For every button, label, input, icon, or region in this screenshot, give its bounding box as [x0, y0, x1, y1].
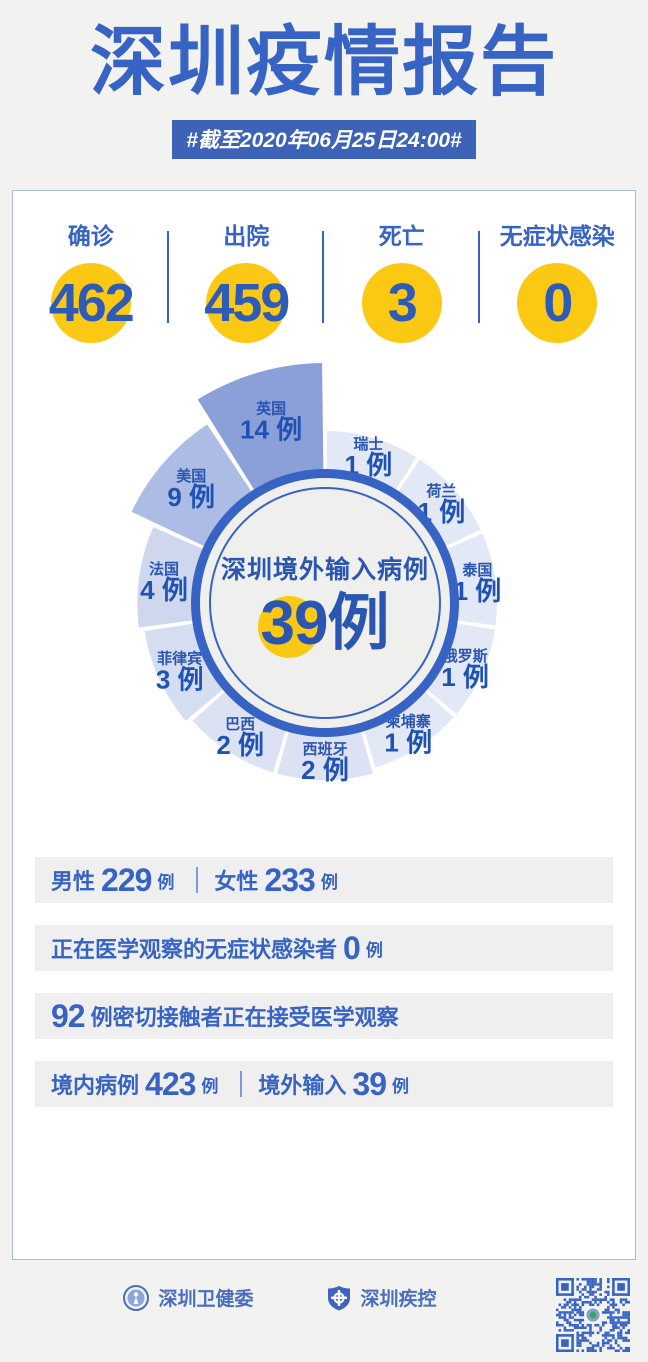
- stat-value-wrap: 462: [13, 257, 169, 349]
- imported-cases-rose-chart: 瑞士 1 例荷兰 1 例泰国 1 例俄罗斯 1 例柬埔寨 1 例西班牙 2 例巴西 2 例菲律…: [13, 355, 637, 855]
- stat-confirmed: 确诊 462: [13, 217, 169, 349]
- row-text: 女性: [214, 869, 259, 894]
- stat-label: 无症状感染: [499, 223, 615, 249]
- stat-value: 3: [387, 273, 418, 333]
- rose-slice-英国: [197, 363, 324, 492]
- row-divider: [240, 1071, 243, 1097]
- page-header: 深圳疫情报告 #截至2020年06月25日24:00#: [0, 0, 648, 159]
- stat-divider: [322, 231, 324, 323]
- stat-value: 0: [543, 273, 573, 333]
- org-cdc[interactable]: 深圳疾控: [326, 1284, 437, 1311]
- domestic-imported-row: 境内病例 423 例境外输入 39 例: [35, 1061, 613, 1107]
- stat-circle-icon: [361, 263, 442, 343]
- stat-divider: [477, 231, 480, 323]
- row-text: 例: [157, 872, 175, 892]
- qr-code-icon[interactable]: [556, 1278, 630, 1352]
- rose-slice-美国: [131, 424, 253, 547]
- org-health-commission[interactable]: 深圳卫健委: [123, 1284, 254, 1311]
- row-number: 229: [101, 861, 152, 898]
- rose-slice-法国: [137, 527, 205, 628]
- rose-slice-瑞士: [326, 431, 417, 492]
- rose-slice-菲律宾: [144, 623, 225, 721]
- row-text: 例: [365, 940, 383, 960]
- close-contacts-row: 92 例密切接触者正在接受医学观察: [35, 993, 613, 1039]
- row-text: 境内病例: [51, 1073, 140, 1098]
- row-text: 例: [201, 1076, 219, 1096]
- rose-slice-荷兰: [397, 459, 481, 547]
- stat-circle-icon: [50, 263, 131, 343]
- stat-value: 459: [204, 273, 290, 333]
- org-name: 深圳卫健委: [158, 1289, 254, 1310]
- org-list: 深圳卫健委 深圳疾控: [0, 1284, 560, 1311]
- row-divider: [196, 867, 199, 893]
- row-text: 男性: [51, 869, 96, 894]
- row-number: 39: [352, 1065, 387, 1102]
- report-timestamp-badge: #截至2020年06月25日24:00#: [172, 119, 476, 159]
- stat-deaths: 死亡 3: [324, 217, 480, 349]
- rose-slice-柬埔寨: [363, 690, 454, 768]
- donut-inner-stroke: [209, 487, 441, 719]
- row-text: 正在医学观察的无症状感染者: [51, 937, 338, 962]
- cdc-shield-emblem-icon: [327, 1285, 350, 1310]
- row-number: 233: [264, 861, 315, 898]
- stat-value-wrap: 459: [169, 257, 325, 349]
- main-card: 确诊 462 出院 459 死亡 3: [12, 190, 636, 1260]
- stats-row: 确诊 462 出院 459 死亡 3: [13, 191, 635, 349]
- stat-asymptomatic: 无症状感染 0: [480, 217, 636, 349]
- subtitle-wrap: #截至2020年06月25日24:00#: [0, 119, 648, 159]
- page-footer: 深圳卫健委 深圳疾控: [0, 1270, 648, 1362]
- stat-discharged: 出院 459: [169, 217, 325, 349]
- rose-slice-俄罗斯: [425, 623, 495, 715]
- gender-row: 男性 229 例女性 233 例: [35, 857, 613, 903]
- health-commission-emblem-icon: [123, 1284, 150, 1311]
- stat-label: 出院: [223, 223, 270, 249]
- stat-value-wrap: 3: [324, 257, 480, 349]
- stat-circle-icon: [517, 263, 598, 343]
- stat-divider: [166, 231, 169, 323]
- stat-value-wrap: 0: [480, 257, 636, 349]
- row-text: 例: [320, 872, 338, 892]
- row-text: 例: [392, 1076, 410, 1096]
- rose-slice-西班牙: [277, 730, 373, 781]
- row-number: 92: [51, 997, 86, 1034]
- row-number: 0: [343, 929, 361, 966]
- row-number: 423: [145, 1065, 196, 1102]
- org-name: 深圳疾控: [360, 1289, 437, 1310]
- stat-value: 462: [48, 273, 135, 333]
- asymptomatic-observation-row: 正在医学观察的无症状感染者 0 例: [35, 925, 613, 971]
- rose-slices: [131, 363, 498, 781]
- stat-label: 确诊: [67, 223, 114, 249]
- summary-rows: 男性 229 例女性 233 例正在医学观察的无症状感染者 0 例 92 例密切接触者正在接受医…: [13, 857, 635, 1107]
- donut-inner-fill: [200, 478, 450, 728]
- page-title: 深圳疫情报告: [90, 20, 558, 105]
- row-text: 境外输入: [258, 1073, 347, 1098]
- stat-circle-icon: [206, 263, 287, 343]
- stat-label: 死亡: [378, 223, 425, 249]
- row-text: 例密切接触者正在接受医学观察: [90, 1005, 399, 1030]
- rose-slice-巴西: [192, 690, 287, 773]
